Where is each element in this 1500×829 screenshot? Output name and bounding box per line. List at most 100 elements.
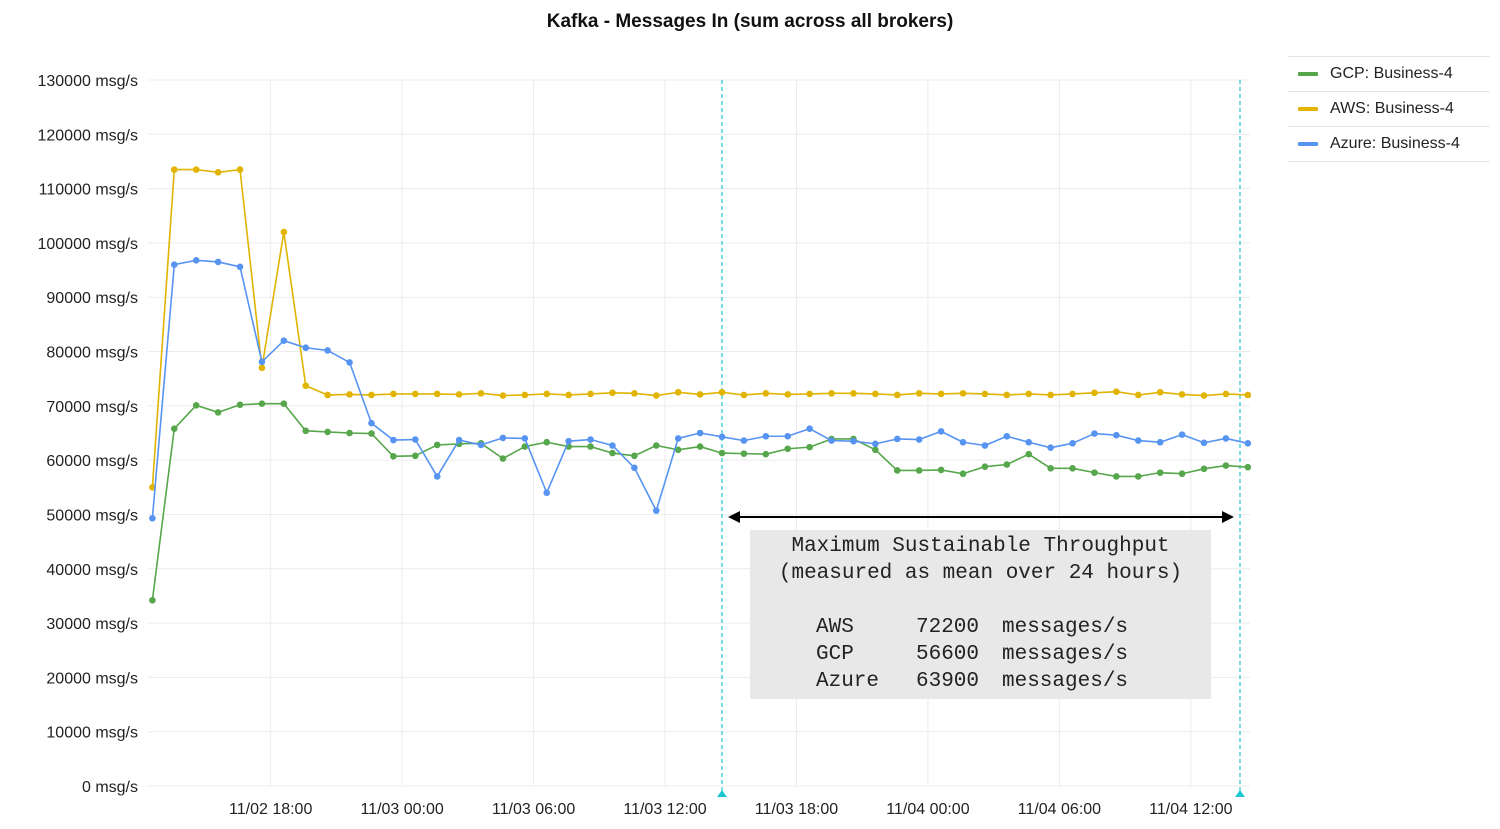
data-point — [499, 434, 507, 442]
data-point — [740, 450, 748, 457]
data-point — [1222, 435, 1230, 442]
data-point — [1134, 473, 1142, 480]
data-point — [1244, 440, 1252, 447]
annotation-unit: messages/s — [1002, 670, 1129, 693]
annotation-value: 56600 — [916, 643, 980, 666]
legend: GCP: Business-4 AWS: Business-4 Azure: Bus… — [1288, 56, 1490, 162]
data-point — [1069, 390, 1076, 398]
data-point — [214, 409, 222, 416]
data-point — [893, 391, 901, 399]
x-tick-label: 11/02 18:00 — [229, 801, 312, 818]
data-point — [433, 441, 441, 449]
data-point — [893, 435, 901, 443]
y-tick-label: 30000 msg/s — [46, 616, 138, 633]
data-point — [521, 443, 529, 450]
data-point — [346, 359, 353, 366]
data-point — [1113, 473, 1120, 480]
data-point — [1156, 388, 1164, 396]
data-point — [1047, 391, 1054, 399]
data-point — [1134, 437, 1142, 444]
data-point — [214, 169, 222, 176]
data-point — [652, 442, 660, 449]
annotation-provider: AWS — [816, 616, 854, 639]
annotation-unit: messages/s — [1002, 643, 1129, 666]
data-point — [258, 358, 266, 366]
data-point — [1003, 461, 1011, 468]
data-point — [696, 443, 704, 450]
data-point — [1200, 392, 1208, 399]
data-point — [1222, 390, 1230, 398]
data-point — [609, 389, 616, 397]
data-point — [1091, 430, 1098, 437]
legend-item[interactable]: Azure: Business-4 — [1288, 127, 1490, 162]
data-point — [1047, 465, 1054, 472]
data-point — [214, 258, 222, 266]
data-point — [192, 402, 200, 409]
data-point — [390, 390, 397, 398]
data-point — [543, 390, 551, 398]
y-tick-label: 40000 msg/s — [46, 562, 138, 579]
series-line — [151, 168, 1248, 488]
data-point — [499, 392, 507, 399]
data-point — [1113, 388, 1120, 396]
data-point — [696, 391, 704, 398]
data-point — [784, 445, 792, 453]
x-tick-label: 11/04 12:00 — [1149, 801, 1232, 818]
data-point — [565, 391, 572, 399]
y-tick-label: 110000 msg/s — [39, 182, 138, 199]
data-point — [915, 467, 923, 474]
y-tick-label: 90000 msg/s — [46, 290, 138, 307]
data-point — [806, 390, 813, 398]
data-point — [587, 436, 594, 443]
legend-item[interactable]: AWS: Business-4 — [1288, 92, 1490, 127]
data-point — [981, 463, 989, 470]
data-point — [1091, 389, 1098, 397]
data-point — [1069, 465, 1076, 472]
data-point — [1025, 390, 1033, 398]
data-point — [784, 432, 792, 440]
legend-swatch — [1298, 72, 1318, 76]
data-point — [652, 392, 660, 399]
data-point — [740, 437, 748, 444]
data-point — [915, 436, 923, 443]
data-point — [696, 429, 704, 437]
data-point — [258, 364, 266, 372]
data-point — [433, 473, 441, 480]
y-tick-label: 130000 msg/s — [37, 73, 138, 90]
data-point — [718, 388, 726, 396]
data-point — [302, 382, 310, 390]
series-1 — [149, 166, 1252, 491]
data-point — [411, 390, 419, 398]
arrow-head-left — [728, 511, 740, 523]
annotation-value: 72200 — [916, 616, 980, 639]
data-point — [1025, 450, 1033, 458]
data-point — [499, 455, 507, 462]
data-point — [959, 390, 967, 397]
data-point — [149, 596, 156, 604]
data-point — [1156, 469, 1164, 476]
data-point — [1200, 465, 1208, 473]
data-point — [170, 166, 178, 173]
x-tick-label: 11/04 00:00 — [886, 801, 969, 818]
data-point — [543, 438, 551, 446]
data-point — [477, 441, 485, 449]
data-point — [1222, 462, 1230, 469]
annotation-row-aws: AWS 72200 messages/s — [816, 614, 1211, 641]
data-point — [609, 449, 616, 457]
annotation-title-line1: Maximum Sustainable Throughput — [791, 535, 1170, 558]
data-point — [1178, 391, 1186, 398]
legend-label: GCP: Business-4 — [1330, 65, 1453, 82]
data-point — [587, 390, 594, 398]
data-point — [828, 390, 835, 397]
data-point — [674, 388, 682, 396]
data-point — [411, 436, 419, 443]
legend-swatch — [1298, 107, 1318, 111]
data-point — [609, 442, 616, 449]
y-tick-label: 50000 msg/s — [46, 507, 138, 524]
data-point — [631, 452, 638, 460]
legend-item[interactable]: GCP: Business-4 — [1288, 56, 1490, 92]
data-point — [236, 401, 244, 409]
data-point — [1244, 463, 1252, 471]
series-0 — [149, 400, 1252, 604]
